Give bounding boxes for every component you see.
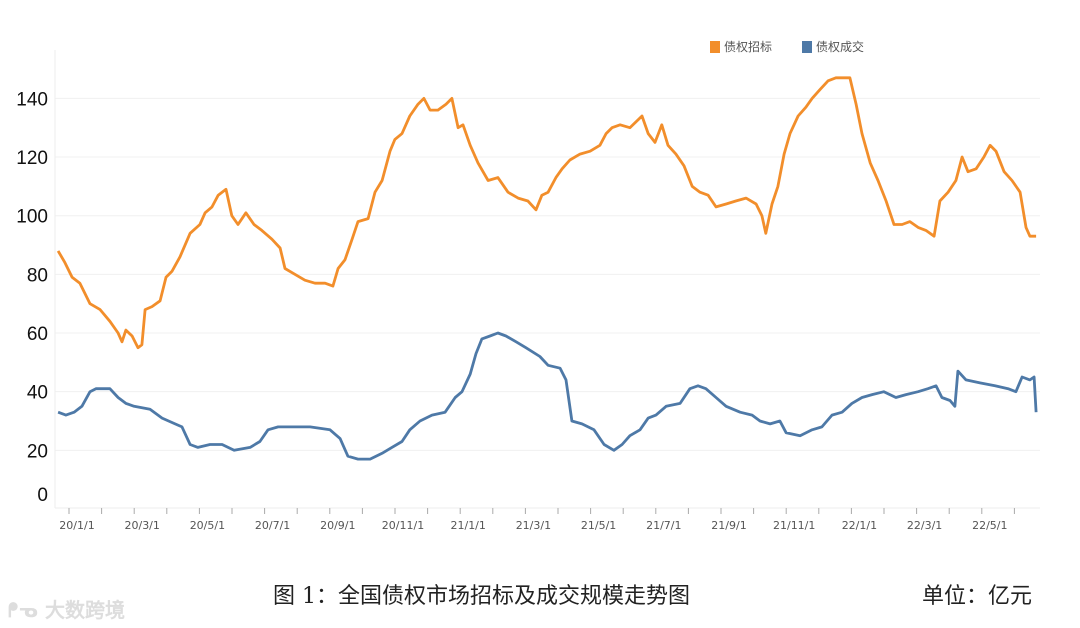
- y-tick-label: 120: [16, 148, 48, 169]
- x-axis: 20/1/1 20/3/1 20/5/1 20/7/1 20/9/1 20/11/1 21/…: [55, 507, 1040, 532]
- legend-label-tender: 债权招标: [724, 40, 773, 54]
- x-tick-label: 21/7/1: [646, 519, 681, 532]
- y-tick-label: 0: [37, 485, 48, 506]
- x-tick-label: 22/1/1: [842, 519, 877, 532]
- chart-title: 图 1：全国债权市场招标及成交规模走势图: [273, 584, 690, 609]
- legend-swatch-tender: [710, 40, 720, 53]
- legend-item-tender[interactable]: 债权招标: [710, 38, 772, 55]
- x-tick-label: 20/5/1: [190, 519, 225, 532]
- y-axis: 0 20 40 60 80 100 120 140: [16, 50, 56, 508]
- x-tick-label: 21/3/1: [516, 519, 551, 532]
- x-tick-label: 21/5/1: [581, 519, 616, 532]
- x-tick-label: 20/7/1: [255, 519, 290, 532]
- y-tick-label: 20: [27, 441, 48, 462]
- x-tick-label: 22/5/1: [972, 519, 1007, 532]
- y-tick-label: 40: [27, 383, 48, 404]
- y-tick-label: 100: [16, 207, 48, 228]
- y-tick-label: 80: [27, 265, 48, 286]
- x-tick-label: 20/11/1: [382, 519, 424, 532]
- y-tick-label: 140: [16, 89, 48, 110]
- x-tick-label: 20/1/1: [59, 519, 94, 532]
- x-tick-label: 20/3/1: [124, 519, 159, 532]
- series-line-tender: [56, 76, 1037, 350]
- watermark-logo: ᖰᓀ 大数跨境: [8, 598, 126, 622]
- series-lines: [56, 76, 1038, 461]
- legend-swatch-deal: [802, 40, 813, 53]
- unit-label: 单位：亿元: [922, 584, 1033, 609]
- x-tick-label: 21/1/1: [450, 519, 485, 532]
- x-tick-label: 22/3/1: [907, 519, 942, 532]
- y-tick-label: 60: [27, 324, 48, 345]
- x-tick-label: 21/11/1: [773, 519, 815, 532]
- x-tick-label: 20/9/1: [320, 519, 355, 532]
- legend-label-deal: 债权成交: [816, 40, 865, 54]
- series-line-deal: [57, 331, 1038, 461]
- x-tick-label: 21/9/1: [711, 519, 746, 532]
- legend-item-deal[interactable]: 债权成交: [802, 38, 864, 55]
- gridlines: [55, 97, 1040, 451]
- legend: 债权招标 债权成交: [710, 38, 864, 55]
